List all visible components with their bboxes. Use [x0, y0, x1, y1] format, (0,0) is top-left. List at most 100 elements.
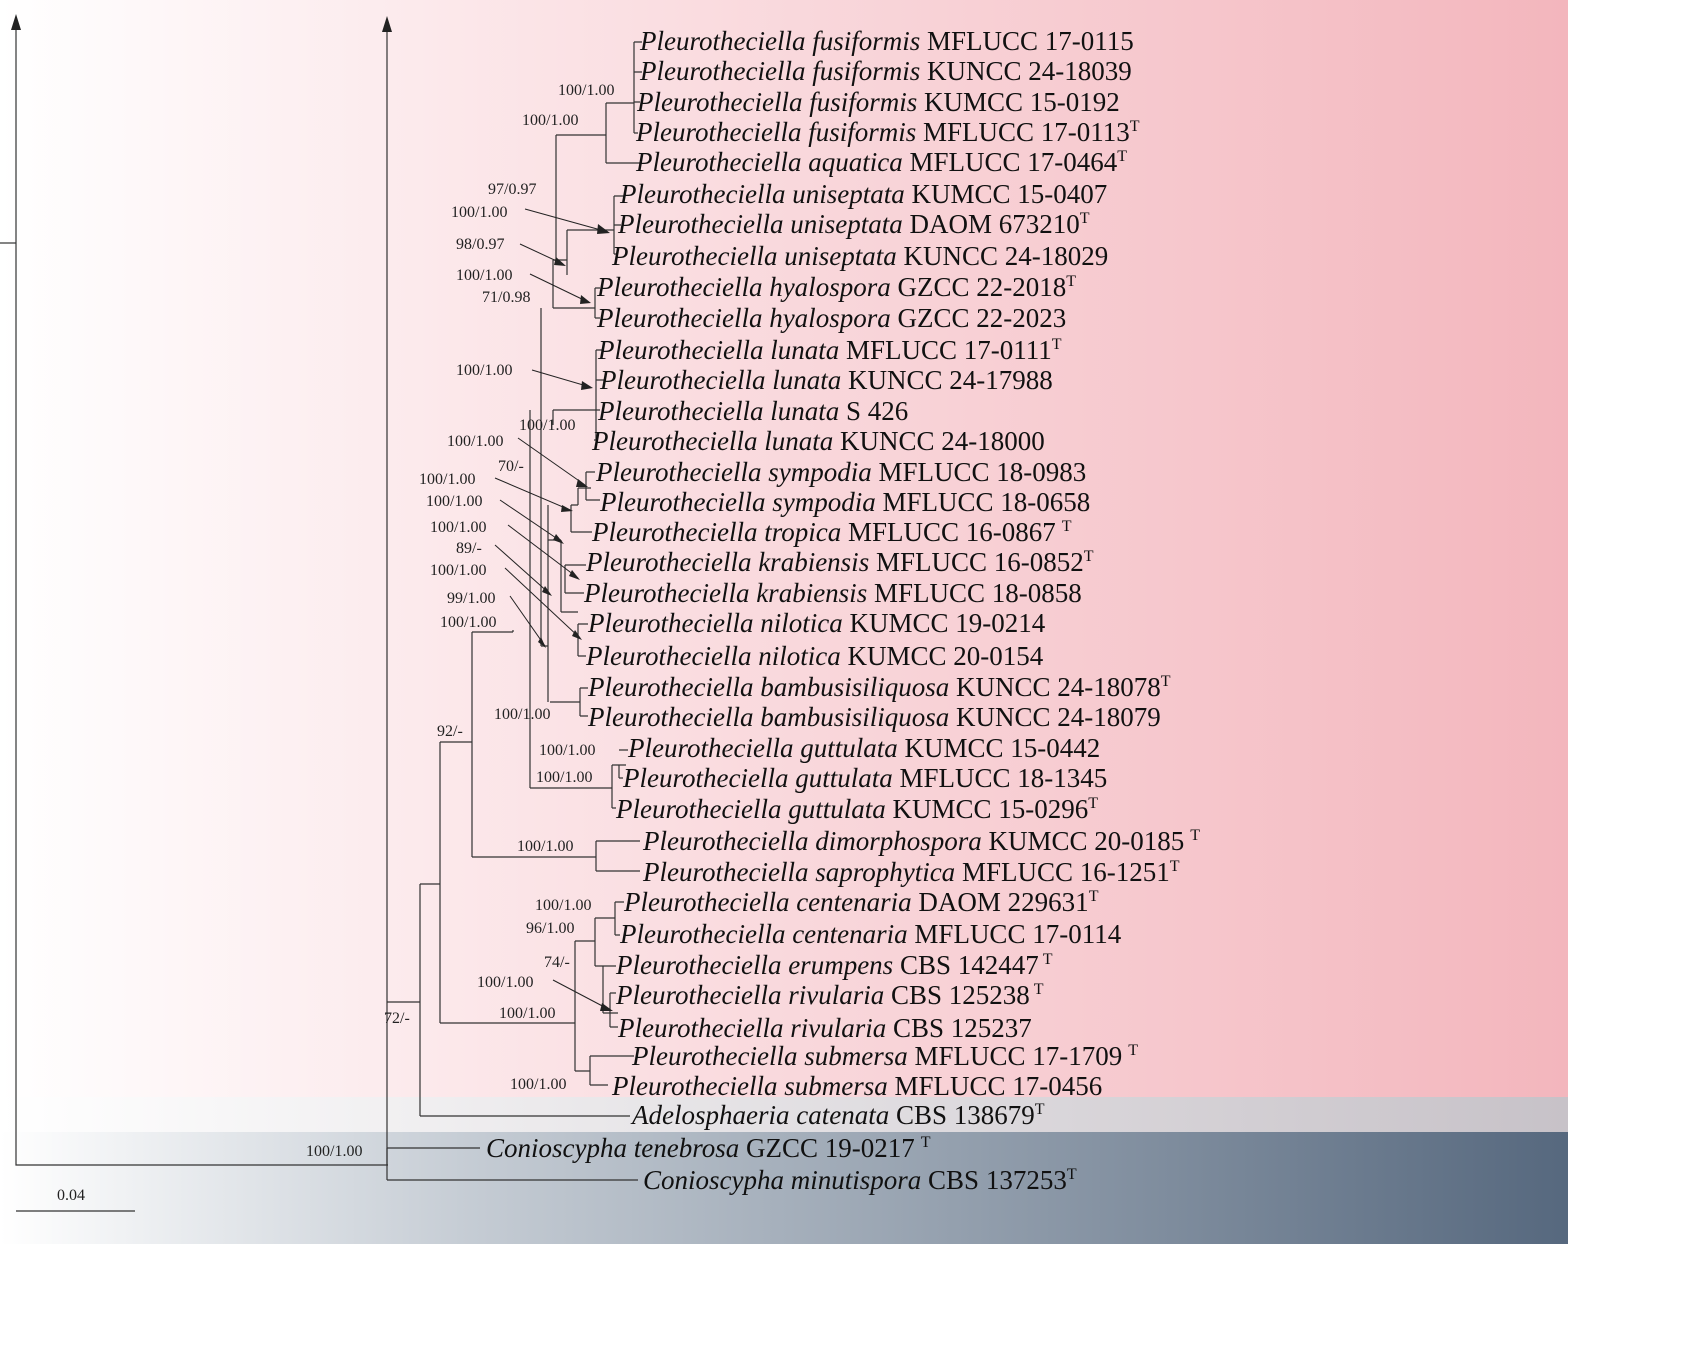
taxon-label: Pleurotheciella aquatica MFLUCC 17-0464T — [635, 147, 1127, 177]
taxon-label: Pleurotheciella saprophytica MFLUCC 16-1… — [642, 857, 1180, 887]
taxon-label: Pleurotheciella centenaria MFLUCC 17-011… — [619, 919, 1122, 949]
support-value: 100/1.00 — [522, 112, 578, 129]
nilotica-clade — [560, 540, 588, 657]
root-truncation-arrowhead — [11, 14, 21, 30]
taxon-label: Pleurotheciella nilotica KUMCC 19-0214 — [587, 608, 1046, 638]
outgroup-background-band — [0, 1132, 1568, 1244]
taxon-label: Pleurotheciella hyalospora GZCC 22-2023 — [596, 303, 1066, 333]
ingroup-background-band — [0, 0, 1568, 1097]
support-value: 100/1.00 — [430, 519, 486, 536]
root-branch — [15, 22, 388, 1166]
taxon-label: Pleurotheciella uniseptata KUMCC 15-0407 — [619, 179, 1107, 209]
taxon-label: Pleurotheciella lunata KUNCC 24-18000 — [591, 426, 1045, 456]
taxon-label: Pleurotheciella lunata S 426 — [597, 396, 908, 426]
ingroup-truncation-arrowhead — [382, 16, 392, 32]
adelosphaeria-background-band — [0, 1097, 1568, 1132]
support-value: 70/- — [498, 458, 524, 475]
support-value: 100/1.00 — [477, 974, 533, 991]
support-value: 99/1.00 — [447, 590, 495, 607]
support-value: 100/1.00 — [510, 1076, 566, 1093]
guttulata-clade — [611, 749, 628, 809]
sympodia-tropica-clade — [570, 471, 600, 533]
taxon-label: Pleurotheciella fusiformis KUMCC 15-0192 — [636, 87, 1120, 117]
support-value: 100/1.00 — [539, 742, 595, 759]
tree-canvas: Pleurotheciella fusiformis MFLUCC 17-011… — [0, 0, 1568, 1244]
support-value: 100/1.00 — [535, 897, 591, 914]
taxon-label: Adelosphaeria catenata CBS 138679T — [630, 1100, 1045, 1130]
fusiformis-aquatica-clade — [555, 41, 642, 260]
support-pointers — [494, 208, 611, 1011]
support-value: 100/1.00 — [519, 417, 575, 434]
bambusisiliquosa-clade — [550, 687, 588, 717]
support-value: 100/1.00 — [494, 706, 550, 723]
support-value: 100/1.00 — [430, 562, 486, 579]
taxon-label: Pleurotheciella erumpens CBS 142447 T — [615, 950, 1053, 980]
taxon-label: Pleurotheciella fusiformis MFLUCC 17-011… — [639, 26, 1134, 56]
support-value: 100/1.00 — [451, 204, 507, 221]
hyalospora-uniseptata-clade — [552, 195, 624, 319]
node-genus — [420, 742, 441, 1023]
taxon-label: Pleurotheciella sympodia MFLUCC 18-0983 — [595, 457, 1086, 487]
phylogenetic-tree-figure: Pleurotheciella fusiformis MFLUCC 17-011… — [0, 0, 1568, 1244]
taxon-label: Pleurotheciella dimorphospora KUMCC 20-0… — [642, 826, 1200, 856]
support-pointer-heads — [538, 224, 613, 1011]
core-clade — [472, 630, 514, 633]
support-value: 72/- — [384, 1010, 410, 1027]
support-value: 100/1.00 — [440, 614, 496, 631]
taxon-label: Pleurotheciella sympodia MFLUCC 18-0658 — [599, 487, 1090, 517]
support-value: 97/0.97 — [488, 181, 536, 198]
taxon-label: Pleurotheciella centenaria DAOM 229631T — [623, 887, 1099, 917]
taxon-label: Pleurotheciella fusiformis MFLUCC 17-011… — [635, 117, 1140, 147]
support-value: 100/1.00 — [558, 82, 614, 99]
support-value: 100/1.00 — [456, 267, 512, 284]
taxon-label: Pleurotheciella submersa MFLUCC 17-0456 — [611, 1071, 1102, 1101]
support-value: 74/- — [544, 954, 570, 971]
scale-bar-label: 0.04 — [57, 1187, 85, 1204]
taxon-label: Pleurotheciella lunata KUNCC 24-17988 — [599, 365, 1053, 395]
taxon-label: Pleurotheciella lunata MFLUCC 17-0111T — [597, 335, 1062, 365]
node-72 — [387, 884, 630, 1117]
outgroup-clade — [386, 1147, 638, 1181]
support-value: 100/1.00 — [306, 1143, 362, 1160]
support-values: 100/1.00 100/1.00 97/0.97 100/1.00 98/0.… — [306, 82, 614, 1160]
taxon-label: Pleurotheciella uniseptata KUNCC 24-1802… — [611, 241, 1108, 271]
support-value: 100/1.00 — [536, 769, 592, 786]
taxon-label: Pleurotheciella bambusisiliquosa KUNCC 2… — [587, 672, 1171, 702]
dimorphospora-clade — [472, 840, 640, 872]
taxon-label: Pleurotheciella guttulata KUMCC 15-0442 — [627, 733, 1100, 763]
taxon-label: Pleurotheciella fusiformis KUNCC 24-1803… — [639, 56, 1132, 86]
support-value: 96/1.00 — [526, 920, 574, 937]
core-backbone — [529, 410, 612, 789]
support-value: 89/- — [456, 540, 482, 557]
scale-bar: 0.04 — [16, 1187, 135, 1212]
support-value: 98/0.97 — [456, 236, 504, 253]
krabiensis-clade — [548, 539, 586, 594]
taxon-label: Pleurotheciella guttulata MFLUCC 18-1345 — [622, 763, 1107, 793]
taxon-label: Pleurotheciella krabiensis MFLUCC 16-085… — [585, 547, 1094, 577]
lower-clade — [440, 941, 576, 1071]
support-value: 92/- — [437, 723, 463, 740]
taxon-label: Pleurotheciella rivularia CBS 125237 — [617, 1013, 1032, 1043]
taxon-label: Pleurotheciella tropica MFLUCC 16-0867 T — [591, 517, 1072, 547]
taxon-label: Pleurotheciella submersa MFLUCC 17-1709 T — [631, 1041, 1138, 1071]
submersa-clade — [575, 1055, 634, 1086]
support-value: 100/1.00 — [456, 362, 512, 379]
taxon-label: Pleurotheciella guttulata KUMCC 15-0296T — [615, 794, 1098, 824]
taxon-label: Conioscypha minutispora CBS 137253T — [643, 1165, 1077, 1195]
taxon-label: Pleurotheciella bambusisiliquosa KUNCC 2… — [587, 702, 1161, 732]
taxon-label: Pleurotheciella rivularia CBS 125238 T — [615, 980, 1044, 1010]
taxon-label: Conioscypha tenebrosa GZCC 19-0217 T — [486, 1133, 931, 1163]
taxon-label: Pleurotheciella uniseptata DAOM 673210T — [617, 209, 1090, 239]
support-value: 71/0.98 — [482, 289, 530, 306]
taxon-label: Pleurotheciella krabiensis MFLUCC 18-085… — [583, 578, 1082, 608]
taxon-label: Pleurotheciella nilotica KUMCC 20-0154 — [585, 641, 1044, 671]
node-92 — [440, 632, 473, 857]
support-value: 100/1.00 — [426, 493, 482, 510]
taxon-label: Pleurotheciella hyalospora GZCC 22-2018T — [596, 272, 1076, 302]
support-value: 100/1.00 — [499, 1005, 555, 1022]
support-value: 100/1.00 — [447, 433, 503, 450]
lunata-clade — [552, 349, 604, 441]
support-value: 100/1.00 — [517, 838, 573, 855]
taxon-labels: Pleurotheciella fusiformis MFLUCC 17-011… — [486, 26, 1200, 1195]
support-value: 100/1.00 — [419, 471, 475, 488]
